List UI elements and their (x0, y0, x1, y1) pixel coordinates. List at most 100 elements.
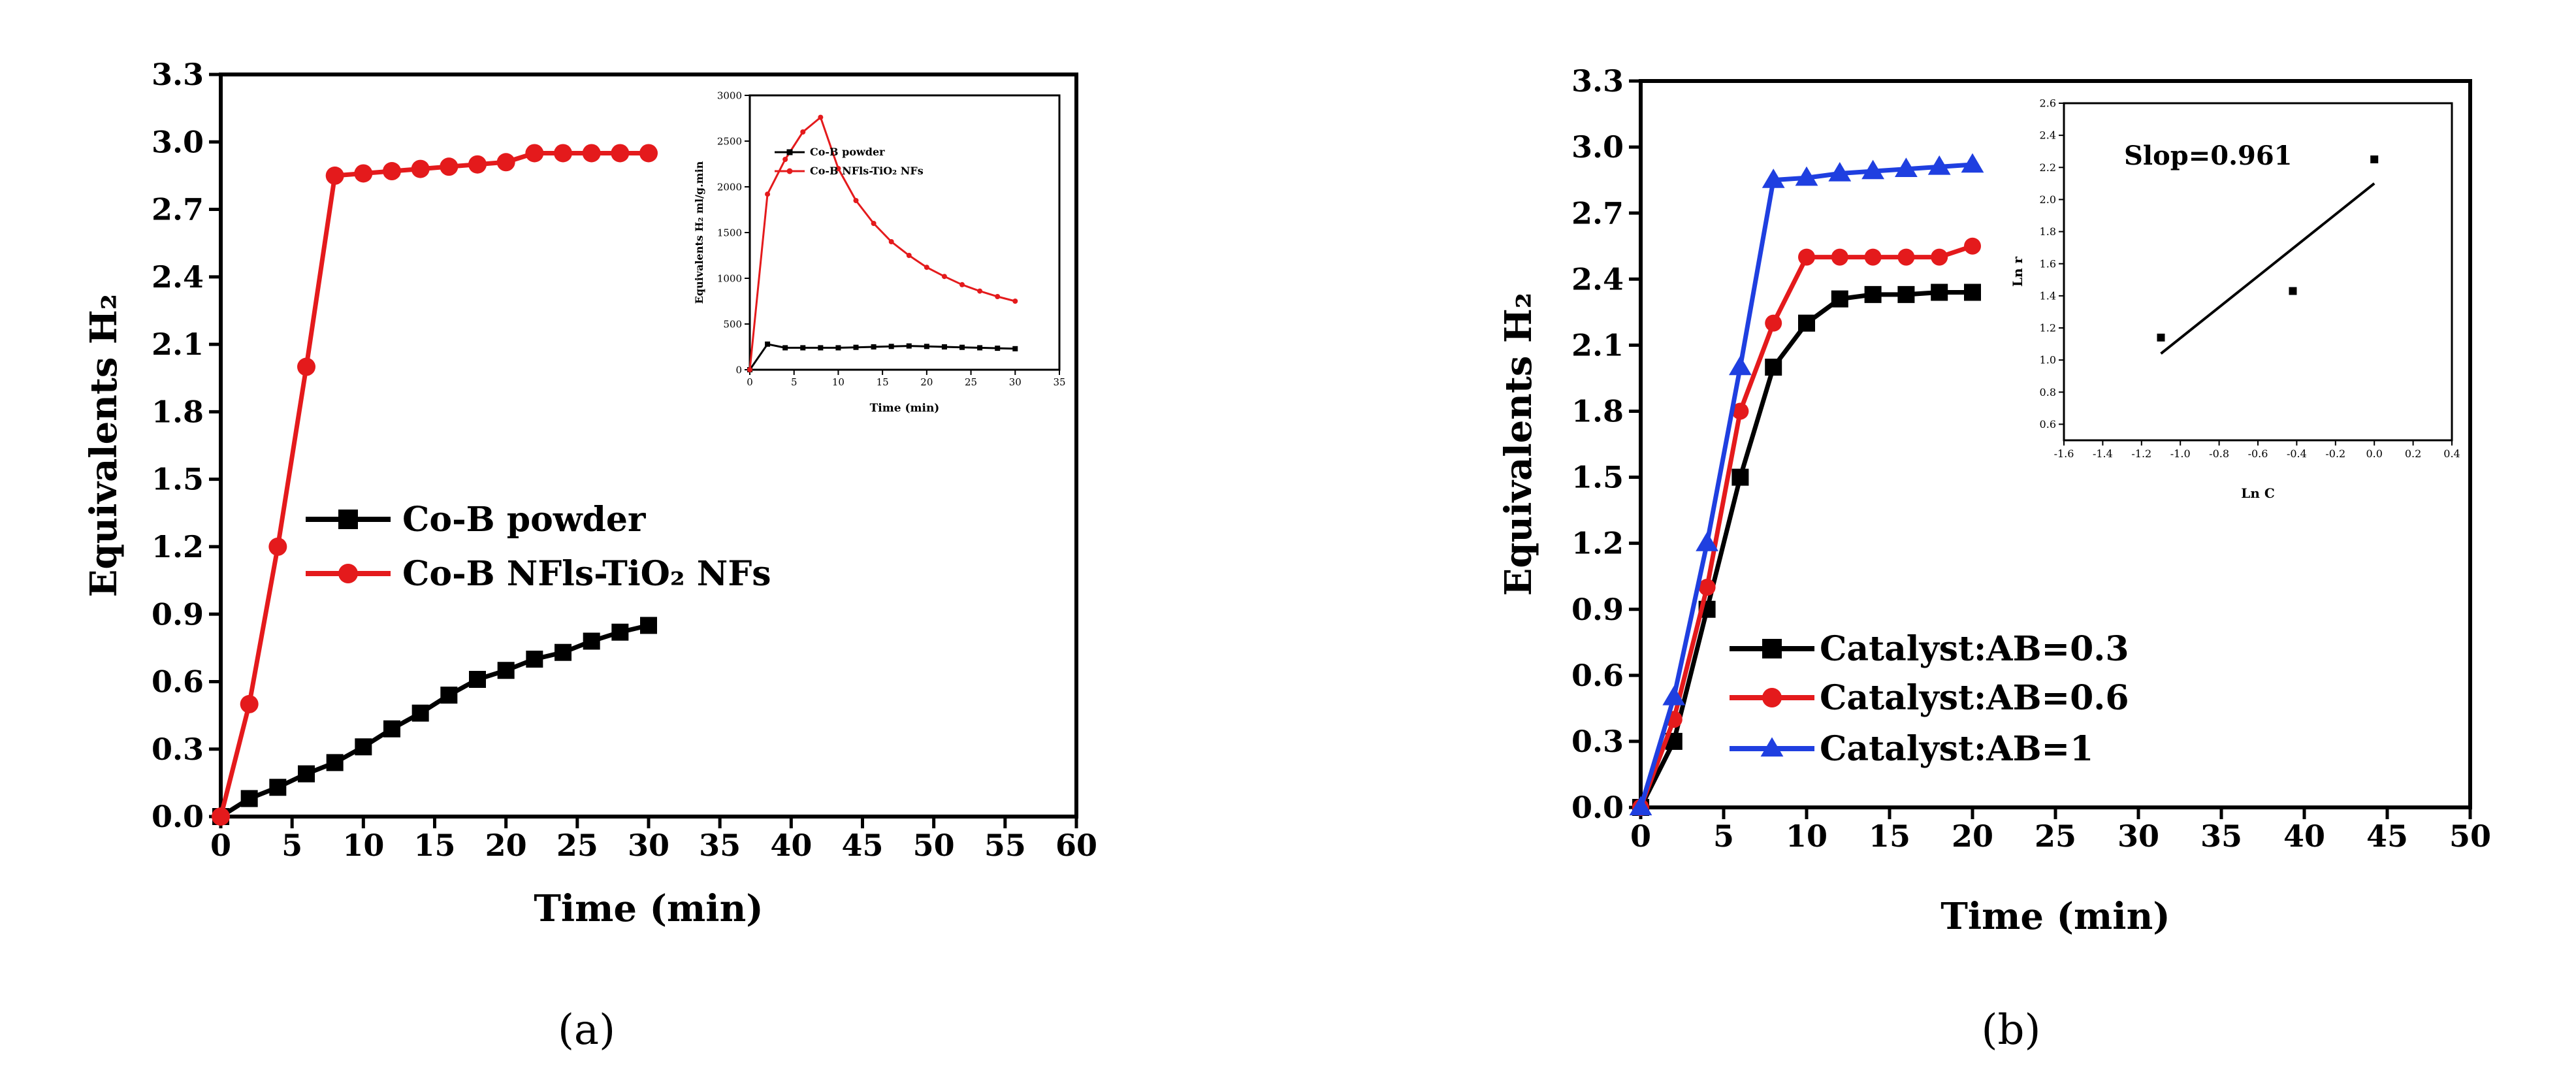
b-x-tick-label: 40 (2283, 819, 2325, 854)
panel-a-chart: 0 5 10 15 20 25 30 35 40 45 50 55 600.00.30.60.91.21… (82, 57, 1097, 930)
a-inset-y-tick-label: 0 (735, 364, 742, 376)
a-inset-data-point (835, 166, 841, 171)
a-inset-data-point (924, 344, 929, 349)
a-series-line (219, 623, 649, 819)
a-inset-data-point (835, 345, 841, 351)
a-y-tick-label: 2.1 (152, 327, 204, 362)
a-inset-data-point (782, 345, 788, 351)
a-inset-y-tick-label: 500 (723, 318, 742, 330)
b-inset-y-tick-label: 2.4 (2040, 129, 2056, 142)
a-inset-data-point (747, 367, 752, 372)
a-inset-data-point (800, 129, 806, 135)
a-inset-data-point (765, 191, 771, 197)
b-data-point (1931, 248, 1948, 266)
b-data-point (1927, 155, 1951, 175)
b-x-tick-label: 20 (1952, 819, 1993, 854)
a-data-point (411, 704, 429, 722)
a-inset-x-axis-title: Time (min) (870, 402, 940, 415)
b-data-point (1798, 314, 1815, 332)
b-y-tick-label: 0.6 (1571, 658, 1624, 693)
a-inset-x-tick-label: 25 (965, 376, 977, 388)
a-inset-data-point (977, 345, 983, 351)
a-inset-data-point (959, 344, 965, 350)
a-data-point (611, 144, 630, 163)
a-data-point (297, 357, 315, 376)
a-inset-data-point (941, 274, 947, 280)
a-data-point (383, 720, 400, 738)
a-data-point (583, 632, 600, 650)
b-inset-y-tick-label: 1.6 (2040, 257, 2056, 270)
b-y-tick-label: 3.3 (1571, 63, 1624, 99)
a-inset-data-point (765, 341, 771, 347)
a-data-point (325, 166, 344, 185)
a-inset-data-point (906, 343, 912, 349)
b-data-point (1629, 796, 1652, 816)
panel-label-a: (a) (558, 1006, 615, 1054)
a-data-point (269, 779, 287, 796)
a-inset-x-tick-label: 15 (877, 376, 889, 388)
a-inset-y-tick-label: 3000 (717, 89, 742, 101)
b-inset-y-axis-title: Ln r (2010, 256, 2025, 287)
a-x-axis-title: Time (min) (534, 887, 764, 930)
b-data-point (1895, 157, 1918, 177)
b-inset-x-tick-label: -1.0 (2170, 447, 2191, 460)
a-inset-data-point (941, 344, 947, 349)
a-inset-data-point (888, 239, 894, 244)
a-inset-data-point (853, 344, 859, 350)
b-legend-marker (1760, 737, 1784, 757)
a-inset-legend-marker (786, 149, 793, 155)
a-data-point (298, 765, 315, 783)
b-legend-marker (1762, 688, 1782, 707)
a-legend-label: Co-B powder (402, 500, 646, 540)
a-y-tick-label: 2.4 (152, 259, 204, 295)
a-y-tick-label: 0.6 (152, 664, 204, 700)
a-inset-legend-label: Co-B powder (810, 146, 885, 158)
a-y-tick-label: 1.8 (152, 394, 204, 429)
a-inset-data-point (1012, 299, 1018, 304)
a-inset-data-point (1012, 346, 1018, 351)
a-legend-label: Co-B NFls-TiO₂ NFs (402, 554, 771, 594)
b-legend-label: Catalyst:AB=0.3 (1820, 629, 2129, 669)
b-data-point (1964, 284, 1981, 301)
a-data-point (440, 687, 458, 704)
a-inset-data-point (853, 198, 859, 203)
a-inset-legend-label: Co-B NFls-TiO₂ NFs (810, 165, 924, 177)
a-x-tick-label: 10 (342, 828, 384, 863)
a-inset-data-point (818, 345, 824, 351)
b-legend-label: Catalyst:AB=1 (1820, 729, 2093, 769)
b-data-point (1864, 248, 1882, 266)
b-inset-x-tick-label: 0.4 (2443, 447, 2460, 460)
a-y-tick-label: 3.0 (152, 124, 204, 159)
b-data-point (1964, 237, 1981, 255)
b-data-point (1729, 355, 1752, 376)
a-inset-x-tick-label: 35 (1053, 376, 1065, 388)
a-x-tick-label: 50 (913, 828, 955, 863)
a-legend-marker (338, 510, 358, 529)
a-data-point (640, 617, 657, 634)
a-data-point (440, 157, 459, 176)
a-data-point (355, 738, 372, 756)
a-data-point (496, 153, 515, 172)
a-inset-x-tick-label: 20 (920, 376, 933, 388)
b-data-point (1765, 314, 1782, 332)
b-inset-y-tick-label: 1.8 (2040, 225, 2056, 238)
b-data-point (1828, 161, 1852, 182)
a-inset-data-point (818, 114, 824, 120)
b-inset-fit-line (2160, 182, 2375, 355)
b-data-point (1795, 166, 1818, 186)
b-inset-y-tick-label: 1.2 (2040, 322, 2056, 334)
a-inset-y-tick-label: 2500 (717, 135, 742, 147)
b-y-tick-label: 0.0 (1571, 790, 1624, 825)
a-y-axis-title: Equivalents H₂ (82, 294, 125, 598)
a-data-point (469, 671, 486, 689)
b-x-tick-label: 10 (1786, 819, 1827, 854)
a-inset-data-point (924, 265, 929, 270)
b-inset-y-tick-label: 0.6 (2040, 418, 2056, 430)
a-x-tick-label: 55 (984, 828, 1026, 863)
a-y-tick-label: 0.9 (152, 596, 204, 632)
a-data-point (639, 144, 658, 163)
a-data-point (240, 694, 259, 713)
a-inset-data-point (995, 294, 1001, 299)
a-inset-data-point (871, 344, 877, 349)
a-y-tick-label: 0.0 (152, 799, 204, 834)
